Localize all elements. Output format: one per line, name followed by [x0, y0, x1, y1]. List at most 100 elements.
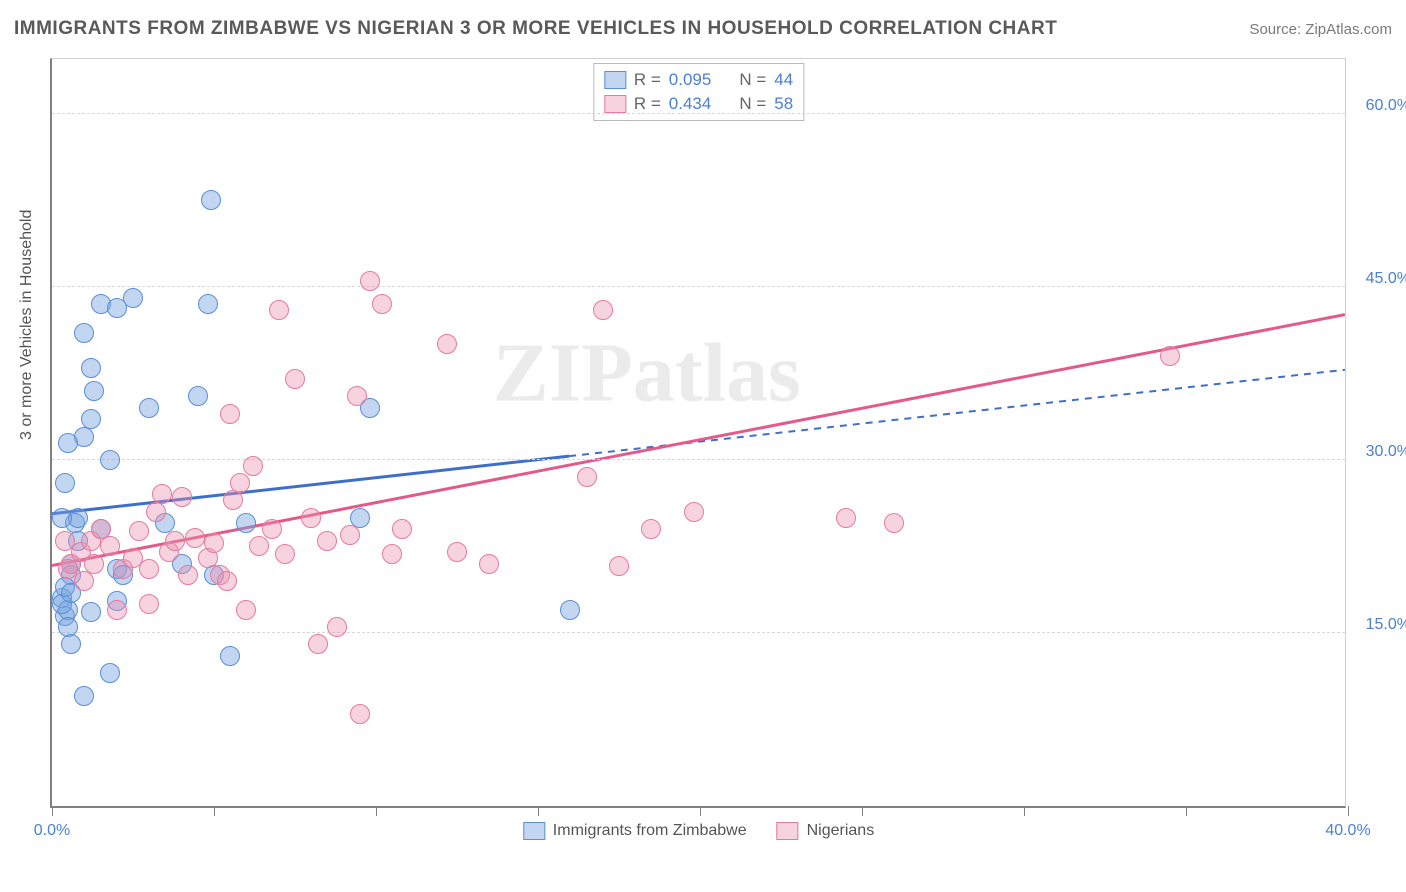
- x-tick-label: 40.0%: [1325, 822, 1370, 840]
- x-tick-label: 0.0%: [34, 822, 70, 840]
- legend-row-zimbabwe: R = 0.095 N = 44: [604, 68, 793, 92]
- x-tick: [538, 806, 539, 816]
- data-point: [165, 531, 185, 551]
- data-point: [372, 294, 392, 314]
- y-tick-label: 45.0%: [1366, 270, 1406, 288]
- data-point: [560, 600, 580, 620]
- data-point: [236, 600, 256, 620]
- data-point: [285, 369, 305, 389]
- data-point: [223, 490, 243, 510]
- y-axis-label: 3 or more Vehicles in Household: [18, 210, 36, 440]
- data-point: [61, 634, 81, 654]
- data-point: [217, 571, 237, 591]
- data-point: [1160, 346, 1180, 366]
- x-tick: [700, 806, 701, 816]
- data-point: [178, 565, 198, 585]
- swatch-zimbabwe: [604, 71, 626, 89]
- x-tick: [214, 806, 215, 816]
- data-point: [347, 386, 367, 406]
- x-tick: [1024, 806, 1025, 816]
- data-point: [74, 571, 94, 591]
- y-tick-label: 15.0%: [1366, 616, 1406, 634]
- data-point: [262, 519, 282, 539]
- r-label: R =: [634, 94, 661, 114]
- data-point: [220, 404, 240, 424]
- data-point: [129, 521, 149, 541]
- data-point: [74, 323, 94, 343]
- n-value-zimbabwe: 44: [774, 70, 793, 90]
- x-tick: [1348, 806, 1349, 816]
- data-point: [360, 271, 380, 291]
- data-point: [327, 617, 347, 637]
- data-point: [201, 190, 221, 210]
- data-point: [609, 556, 629, 576]
- data-point: [884, 513, 904, 533]
- data-point: [593, 300, 613, 320]
- data-point: [123, 288, 143, 308]
- data-point: [641, 519, 661, 539]
- data-point: [139, 398, 159, 418]
- data-point: [382, 544, 402, 564]
- n-label: N =: [739, 94, 766, 114]
- chart-title: IMMIGRANTS FROM ZIMBABWE VS NIGERIAN 3 O…: [14, 18, 1057, 40]
- n-value-nigerians: 58: [774, 94, 793, 114]
- n-label: N =: [739, 70, 766, 90]
- data-point: [81, 409, 101, 429]
- data-point: [100, 450, 120, 470]
- data-point: [107, 600, 127, 620]
- data-point: [74, 686, 94, 706]
- legend-item-nigerians: Nigerians: [777, 822, 875, 840]
- legend-label-nigerians: Nigerians: [807, 822, 875, 840]
- data-point: [340, 525, 360, 545]
- data-point: [185, 528, 205, 548]
- data-point: [139, 559, 159, 579]
- data-point: [204, 533, 224, 553]
- data-point: [479, 554, 499, 574]
- data-point: [684, 502, 704, 522]
- r-label: R =: [634, 70, 661, 90]
- data-point: [100, 663, 120, 683]
- data-point: [243, 456, 263, 476]
- data-point: [100, 536, 120, 556]
- x-tick: [52, 806, 53, 816]
- r-value-zimbabwe: 0.095: [669, 70, 712, 90]
- watermark: ZIPatlas: [493, 324, 801, 421]
- data-point: [55, 473, 75, 493]
- r-value-nigerians: 0.434: [669, 94, 712, 114]
- source-label: Source: ZipAtlas.com: [1249, 21, 1392, 38]
- data-point: [577, 467, 597, 487]
- data-point: [139, 594, 159, 614]
- x-tick: [1186, 806, 1187, 816]
- x-tick: [862, 806, 863, 816]
- data-point: [198, 294, 218, 314]
- gridline-h: [52, 113, 1345, 114]
- data-point: [172, 487, 192, 507]
- y-tick-label: 30.0%: [1366, 443, 1406, 461]
- swatch-nigerians: [777, 822, 799, 840]
- data-point: [188, 386, 208, 406]
- data-point: [301, 508, 321, 528]
- gridline-h: [52, 286, 1345, 287]
- trend-lines: [52, 59, 1345, 807]
- legend-bottom: Immigrants from Zimbabwe Nigerians: [523, 822, 874, 840]
- data-point: [447, 542, 467, 562]
- data-point: [249, 536, 269, 556]
- data-point: [350, 704, 370, 724]
- gridline-h: [52, 632, 1345, 633]
- swatch-zimbabwe: [523, 822, 545, 840]
- legend-label-zimbabwe: Immigrants from Zimbabwe: [553, 822, 747, 840]
- data-point: [392, 519, 412, 539]
- swatch-nigerians: [604, 95, 626, 113]
- data-point: [58, 433, 78, 453]
- data-point: [152, 484, 172, 504]
- data-point: [55, 531, 75, 551]
- data-point: [52, 508, 72, 528]
- chart-plot-area: ZIPatlas R = 0.095 N = 44 R = 0.434 N = …: [50, 58, 1346, 808]
- data-point: [275, 544, 295, 564]
- header: IMMIGRANTS FROM ZIMBABWE VS NIGERIAN 3 O…: [14, 18, 1392, 40]
- data-point: [84, 381, 104, 401]
- x-tick: [376, 806, 377, 816]
- data-point: [836, 508, 856, 528]
- data-point: [236, 513, 256, 533]
- data-point: [84, 554, 104, 574]
